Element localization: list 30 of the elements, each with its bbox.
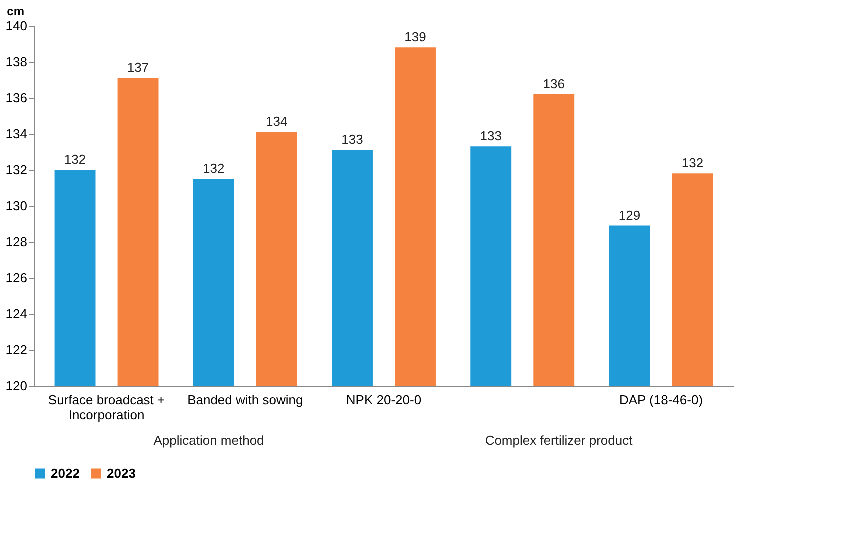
data-label: 129 (618, 208, 641, 223)
data-label: 133 (342, 132, 364, 148)
data-label: 133 (480, 128, 502, 144)
y-tick-label: 132 (6, 162, 28, 178)
y-axis-title: cm (7, 4, 24, 18)
x-tick-label: Surface broadcast + Incorporation (48, 392, 166, 422)
y-tick-label: 134 (6, 126, 28, 142)
y-tick-label: 120 (6, 378, 28, 394)
data-label: 132 (203, 161, 225, 176)
x-tick-label: DAP (18-46-0) (619, 392, 704, 408)
y-tick-label: 138 (6, 54, 28, 70)
y-tick-label: 130 (6, 198, 28, 214)
data-label: 139 (404, 30, 426, 45)
y-tick-label: 126 (6, 270, 28, 286)
data-label: 132 (682, 156, 704, 171)
legend-label: 2022 (51, 466, 80, 481)
text: Application method (154, 433, 264, 448)
x-tick-label: NPK 20-20-0 (346, 392, 422, 408)
data-label: 136 (543, 76, 565, 92)
data-label: 137 (127, 60, 150, 76)
y-tick-label: 128 (6, 234, 28, 250)
x-tick-label: Banded with sowing (188, 392, 304, 408)
y-tick-label: 124 (6, 306, 28, 322)
legend-label: 2023 (107, 466, 136, 481)
y-tick-label: 140 (6, 18, 28, 34)
text: Complex fertilizer product (485, 433, 634, 448)
y-tick-label: 122 (6, 342, 28, 358)
data-label: 132 (64, 152, 86, 167)
y-tick-label: 136 (6, 90, 28, 106)
data-label: 134 (266, 114, 288, 130)
